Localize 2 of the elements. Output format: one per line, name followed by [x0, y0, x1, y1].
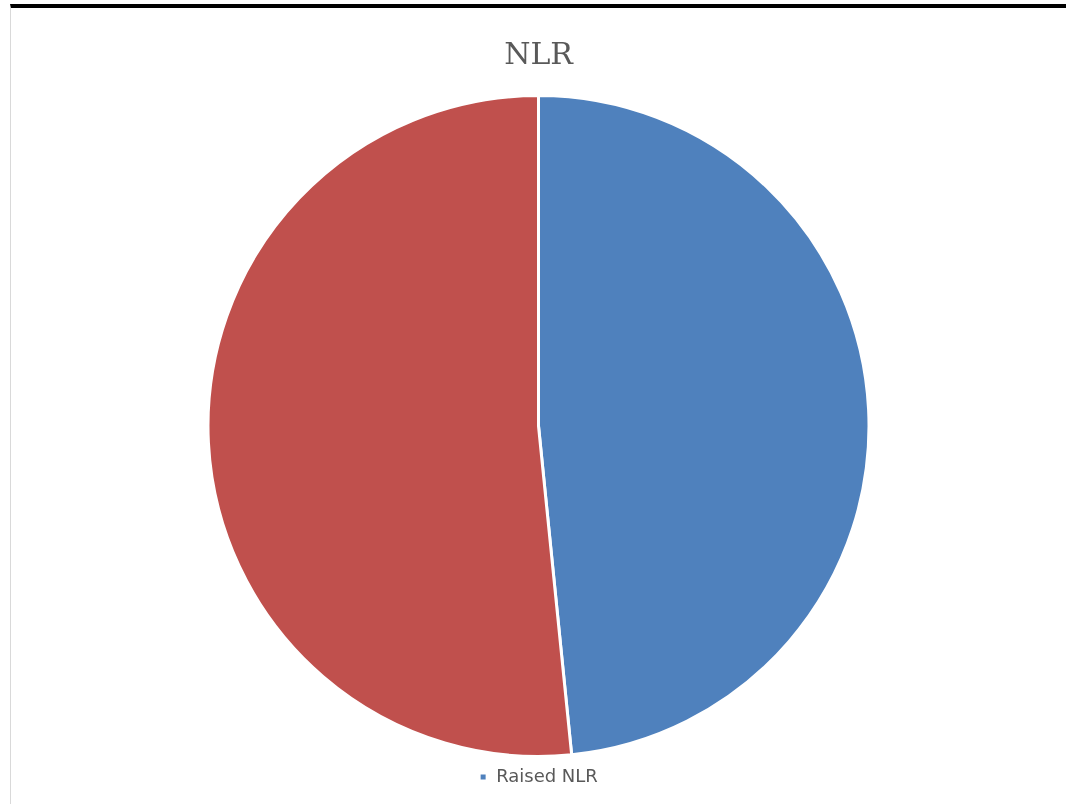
legend-label: Raised NLR	[496, 764, 598, 786]
chart-title: NLR	[504, 35, 575, 71]
